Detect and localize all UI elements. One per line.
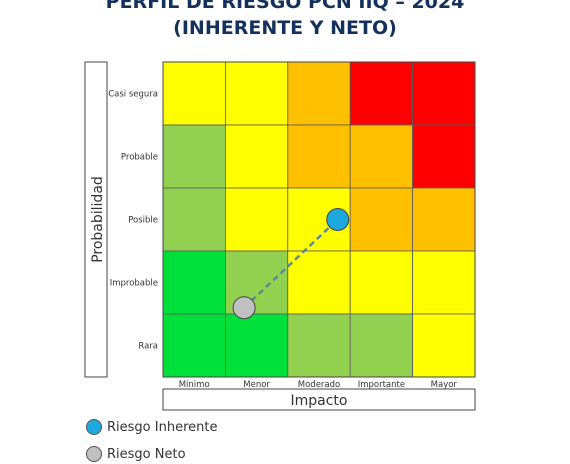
grid-border <box>162 61 476 378</box>
heatmap-cell <box>412 61 476 126</box>
heatmap-cell <box>412 250 476 315</box>
heatmap-cell <box>162 61 226 126</box>
heatmap-cell <box>224 61 289 126</box>
y-axis-title: Probabilidad <box>90 176 106 263</box>
heatmap-cell <box>349 250 414 315</box>
heatmap-cell <box>287 313 351 378</box>
x-tick-label: Moderado <box>298 380 340 390</box>
y-tick-label: Rara <box>138 342 158 352</box>
heatmap-cell <box>162 124 226 189</box>
heatmap-cell <box>287 250 351 315</box>
heatmap-cell <box>412 313 476 378</box>
x-axis-title: Impacto <box>291 393 348 409</box>
heatmap-cell <box>162 187 226 252</box>
x-tick-label: Mayor <box>431 380 458 390</box>
y-tick-label: Casi segura <box>108 90 158 100</box>
y-tick-label: Probable <box>121 153 158 163</box>
heatmap-cell <box>412 124 476 189</box>
chart-title: PERFIL DE RIESGO PCN IIQ – 2024 <box>105 0 465 13</box>
heatmap-cell <box>349 124 414 189</box>
heatmap-cell <box>412 187 476 252</box>
heatmap-cell <box>224 187 289 252</box>
chart-subtitle: (INHERENTE Y NETO) <box>173 17 397 39</box>
x-tick-label: Mínimo <box>179 380 210 390</box>
heatmap-cell <box>287 61 351 126</box>
heatmap-cell <box>349 61 414 126</box>
y-tick-label: Improbable <box>110 279 158 289</box>
riesgo-neto-point <box>232 296 256 320</box>
heatmap-cell <box>162 250 226 315</box>
x-tick-label: Menor <box>243 380 270 390</box>
heatmap-cell <box>162 313 226 378</box>
riesgo-inherente-point <box>326 208 350 231</box>
heatmap-cell <box>349 187 414 252</box>
x-tick-label: Importante <box>358 380 405 390</box>
y-axis-title-box <box>84 61 108 378</box>
legend-label-inherente: Riesgo Inherente <box>107 419 218 435</box>
heatmap-cell <box>349 313 414 378</box>
legend-item-neto: Riesgo Neto <box>86 444 186 464</box>
legend-label-neto: Riesgo Neto <box>107 446 186 462</box>
legend-marker-inherente-icon <box>86 419 102 435</box>
y-tick-label: Posible <box>128 216 158 226</box>
risk-connector-line <box>243 218 339 309</box>
x-axis-title-box <box>162 388 476 411</box>
legend-item-inherente: Riesgo Inherente <box>86 417 217 437</box>
heatmap-cell <box>224 124 289 189</box>
heatmap-cell <box>287 124 351 189</box>
heatmap-cell <box>224 313 289 378</box>
